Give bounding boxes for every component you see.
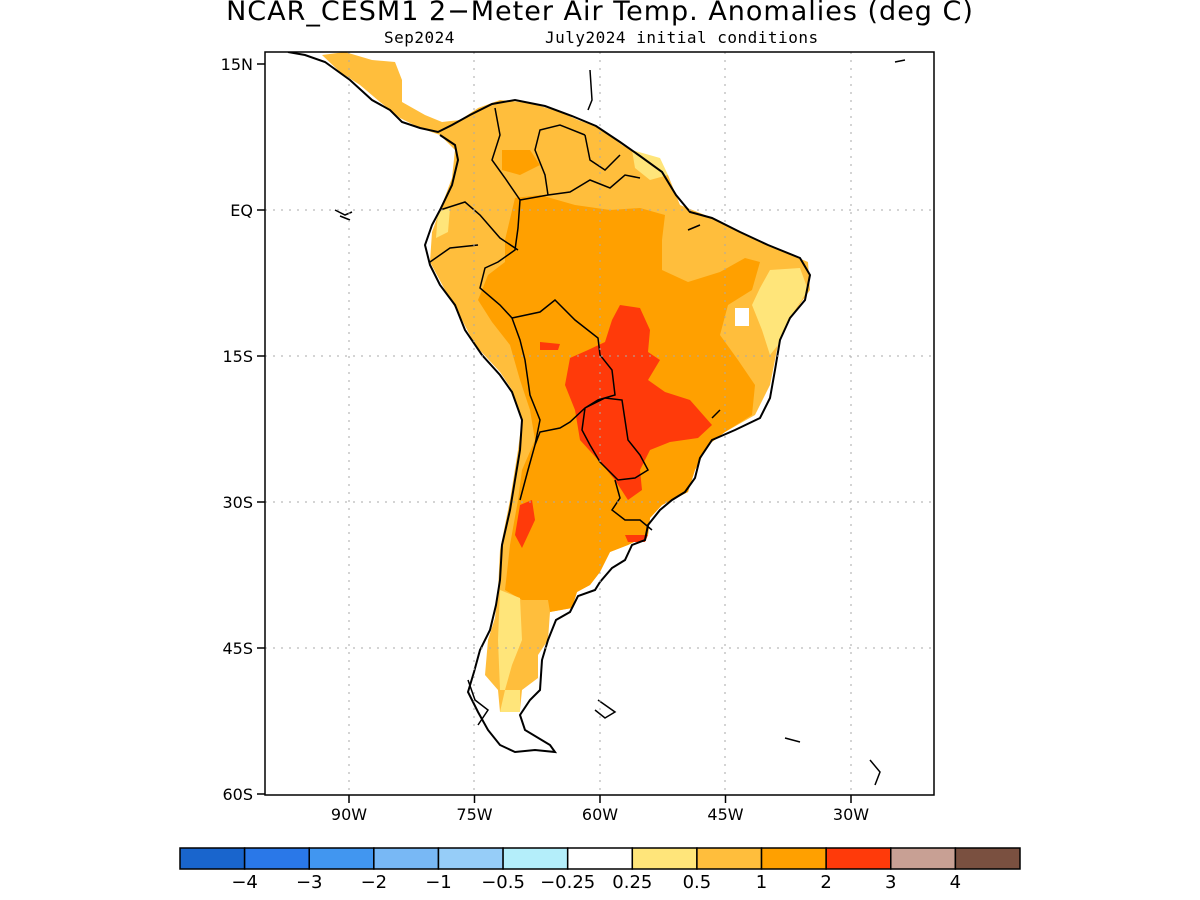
anomaly-region-red-south xyxy=(515,500,535,548)
lat-tick-label-1: EQ xyxy=(230,201,253,220)
colorbar-label-11: 4 xyxy=(950,872,961,893)
lat-tick-label-3: 30S xyxy=(222,493,253,512)
anomaly-region-red xyxy=(565,305,712,500)
colorbar-label-5: −0.25 xyxy=(540,872,595,893)
colorbar-swatch-2 xyxy=(308,847,375,870)
colorbar-label-1: −3 xyxy=(296,872,323,893)
lat-tick-label-2: 15S xyxy=(222,347,253,366)
border-lines xyxy=(429,107,653,531)
colorbar-swatch-1 xyxy=(243,847,310,870)
lon-tick-label-2: 60W xyxy=(582,805,618,824)
anomaly-region-light-yellow-south xyxy=(498,590,522,712)
colorbar-label-4: −0.5 xyxy=(481,872,525,893)
latitude-axis: 15N EQ 15S 30S 45S 60S xyxy=(221,55,265,804)
map-title: NCAR_CESM1 2−Meter Air Temp. Anomalies (… xyxy=(226,0,974,27)
colorbar-swatch-6 xyxy=(566,847,634,870)
colorbar-label-0: −4 xyxy=(231,872,258,893)
colorbar-label-6: 0.25 xyxy=(612,872,652,893)
colorbar-swatch-8 xyxy=(696,847,763,870)
lat-tick-label-5: 60S xyxy=(222,785,253,804)
anomaly-region-white xyxy=(735,308,749,326)
longitude-axis: 90W 75W 60W 45W 30W xyxy=(331,795,869,824)
colorbar-swatch-7 xyxy=(631,847,698,870)
lon-tick-label-0: 90W xyxy=(331,805,367,824)
colorbar-swatch-5 xyxy=(502,847,569,870)
colorbar-label-10: 3 xyxy=(885,872,896,893)
coastline-islands xyxy=(334,59,906,786)
lon-tick-label-1: 75W xyxy=(456,805,492,824)
colorbar: −4 −3 −2 −1 −0.5 −0.25 0.25 0.5 1 2 3 4 xyxy=(179,847,1021,893)
initial-conditions-label: July2024 initial conditions xyxy=(545,28,819,47)
coastline-south-america xyxy=(287,52,812,754)
anomaly-fields xyxy=(322,52,810,712)
colorbar-swatch-10 xyxy=(825,847,892,870)
anomaly-region-orange-north xyxy=(502,150,540,175)
lon-tick-label-4: 30W xyxy=(833,805,869,824)
forecast-month: Sep2024 xyxy=(384,28,455,47)
colorbar-label-2: −2 xyxy=(361,872,388,893)
lat-tick-label-0: 15N xyxy=(221,55,253,74)
lat-tick-label-4: 45S xyxy=(222,639,253,658)
coastlines xyxy=(287,52,906,786)
colorbar-swatch-9 xyxy=(760,847,827,870)
lon-tick-label-3: 45W xyxy=(707,805,743,824)
colorbar-label-8: 1 xyxy=(756,872,767,893)
anomaly-region-light-yellow-coast xyxy=(436,208,450,238)
colorbar-label-3: −1 xyxy=(425,872,452,893)
colorbar-swatch-11 xyxy=(890,847,957,870)
colorbar-label-7: 0.5 xyxy=(683,872,712,893)
anomaly-region-red-small xyxy=(540,342,560,350)
anomaly-region-light-yellow xyxy=(752,268,808,355)
colorbar-swatch-12 xyxy=(954,847,1021,870)
colorbar-swatch-4 xyxy=(437,847,504,870)
colorbar-label-9: 2 xyxy=(820,872,831,893)
colorbar-swatch-3 xyxy=(373,847,440,870)
colorbar-swatch-0 xyxy=(179,847,246,870)
